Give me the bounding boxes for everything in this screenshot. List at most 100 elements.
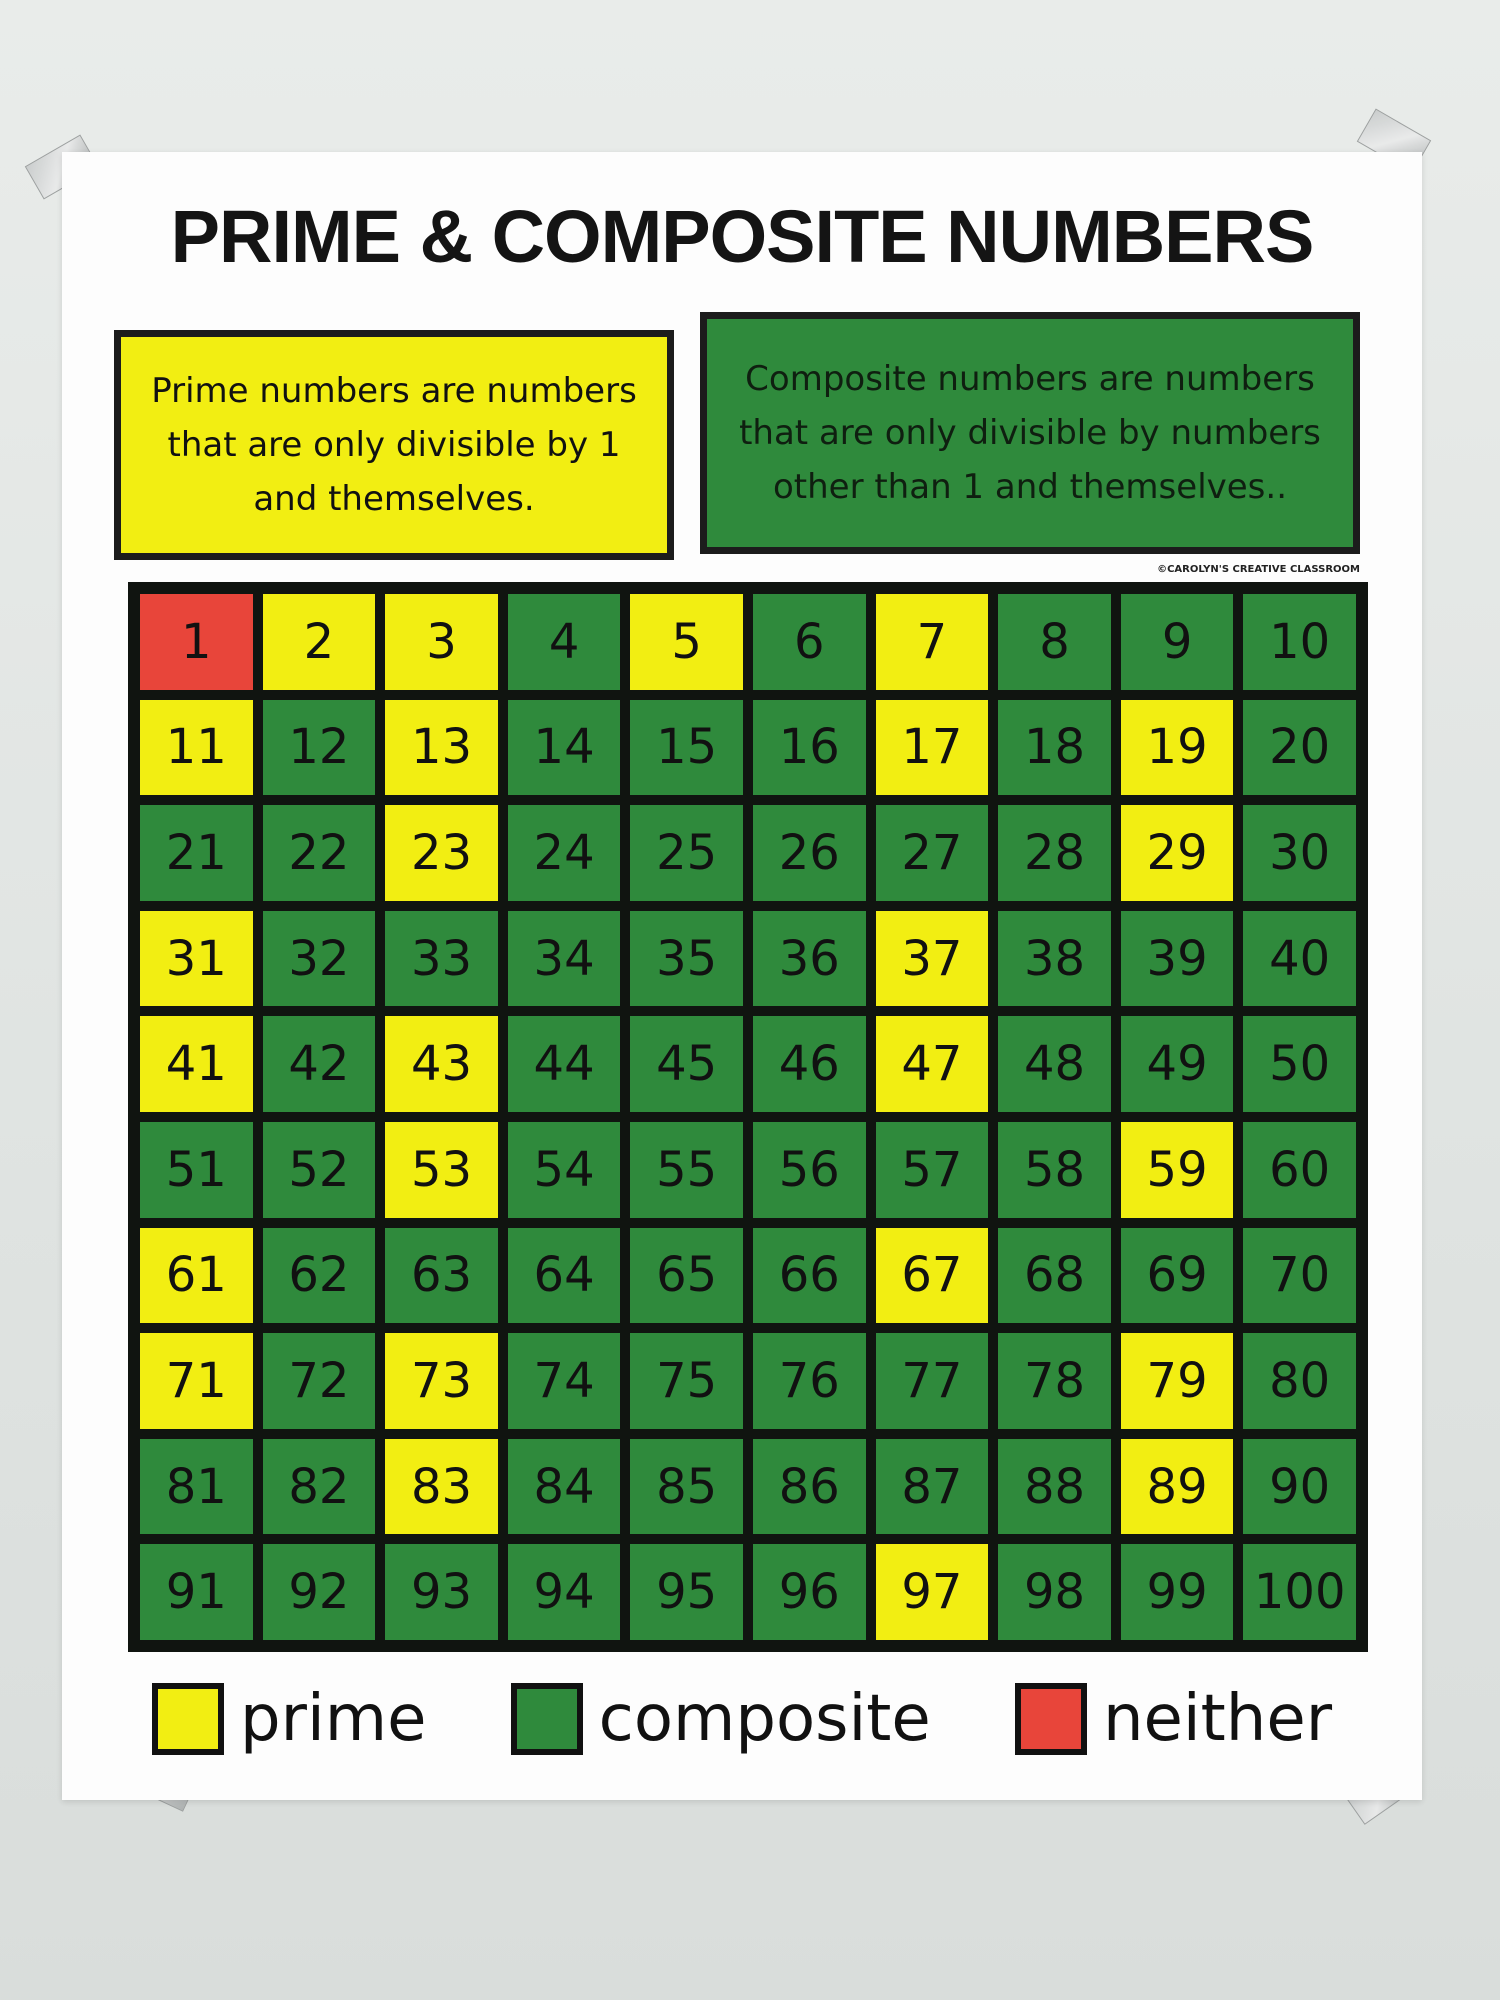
number-cell-composite: 25 [630,805,743,901]
number-cell-composite: 49 [1120,1016,1234,1112]
number-cell-composite: 52 [262,1121,376,1218]
number-cell-composite: 8 [998,594,1111,690]
number-cell-prime: 83 [385,1438,498,1535]
number-cell-composite: 10 [1243,594,1356,690]
number-cell-prime: 97 [875,1544,989,1640]
composite-definition-box: Composite numbers are numbers that are o… [700,312,1360,554]
legend-item-neither: neither [1014,1682,1332,1756]
legend-swatch-neither [1014,1683,1087,1755]
number-cell-prime: 19 [1120,699,1234,796]
number-cell-composite: 16 [752,699,866,796]
prime-definition-box: Prime numbers are numbers that are only … [114,330,674,560]
number-cell-composite: 92 [262,1544,376,1640]
number-cell-prime: 61 [140,1227,253,1324]
number-cell-composite: 84 [507,1438,621,1535]
legend: prime composite neither [152,1682,1332,1756]
number-cell-composite: 33 [385,910,498,1007]
number-cell-composite: 18 [998,699,1111,796]
number-cell-prime: 17 [875,699,989,796]
number-cell-prime: 5 [630,594,743,690]
number-cell-composite: 45 [630,1016,743,1112]
number-cell-composite: 26 [752,805,866,901]
number-cell-composite: 15 [630,699,743,796]
number-cell-prime: 71 [140,1333,253,1429]
number-cell-composite: 6 [752,594,866,690]
number-cell-prime: 23 [385,805,498,901]
number-cell-composite: 20 [1243,699,1356,796]
number-cell-composite: 24 [507,805,621,901]
number-cell-prime: 29 [1120,805,1234,901]
number-cell-composite: 39 [1120,910,1234,1007]
number-cell-composite: 85 [630,1438,743,1535]
number-cell-composite: 69 [1120,1227,1234,1324]
number-cell-composite: 30 [1243,805,1356,901]
number-cell-composite: 91 [140,1544,253,1640]
number-cell-composite: 98 [998,1544,1111,1640]
number-cell-composite: 14 [507,699,621,796]
number-cell-composite: 78 [998,1333,1111,1429]
number-cell-composite: 21 [140,805,253,901]
number-cell-composite: 4 [507,594,621,690]
number-cell-composite: 32 [262,910,376,1007]
number-cell-prime: 11 [140,699,253,796]
number-cell-composite: 96 [752,1544,866,1640]
number-cell-composite: 74 [507,1333,621,1429]
number-cell-prime: 53 [385,1121,498,1218]
number-cell-composite: 88 [998,1438,1111,1535]
number-cell-prime: 2 [262,594,376,690]
number-cell-prime: 3 [385,594,498,690]
number-cell-composite: 68 [998,1227,1111,1324]
number-cell-composite: 58 [998,1121,1111,1218]
number-cell-composite: 22 [262,805,376,901]
number-cell-composite: 54 [507,1121,621,1218]
number-cell-composite: 44 [507,1016,621,1112]
number-cell-prime: 37 [875,910,989,1007]
number-cell-composite: 63 [385,1227,498,1324]
number-cell-composite: 100 [1243,1544,1356,1640]
number-cell-composite: 51 [140,1121,253,1218]
number-cell-prime: 67 [875,1227,989,1324]
number-cell-composite: 86 [752,1438,866,1535]
number-cell-composite: 72 [262,1333,376,1429]
number-cell-neither: 1 [140,594,253,690]
number-cell-composite: 12 [262,699,376,796]
legend-label: neither [1102,1682,1332,1756]
number-cell-composite: 62 [262,1227,376,1324]
number-cell-composite: 38 [998,910,1111,1007]
number-cell-composite: 82 [262,1438,376,1535]
poster-title: PRIME & COMPOSITE NUMBERS [170,195,1315,278]
number-cell-composite: 77 [875,1333,989,1429]
number-cell-composite: 70 [1243,1227,1356,1324]
number-cell-prime: 41 [140,1016,253,1112]
poster: PRIME & COMPOSITE NUMBERS Prime numbers … [62,152,1422,1800]
number-cell-composite: 40 [1243,910,1356,1007]
number-cell-prime: 31 [140,910,253,1007]
number-cell-prime: 89 [1120,1438,1234,1535]
legend-label: composite [598,1682,931,1756]
number-cell-composite: 80 [1243,1333,1356,1429]
number-cell-composite: 93 [385,1544,498,1640]
number-cell-composite: 75 [630,1333,743,1429]
number-cell-composite: 90 [1243,1438,1356,1535]
number-cell-composite: 64 [507,1227,621,1324]
number-cell-composite: 56 [752,1121,866,1218]
number-cell-composite: 95 [630,1544,743,1640]
legend-item-composite: composite [510,1682,931,1756]
number-cell-composite: 50 [1243,1016,1356,1112]
number-cell-composite: 81 [140,1438,253,1535]
number-cell-composite: 42 [262,1016,376,1112]
number-cell-prime: 79 [1120,1333,1234,1429]
number-cell-prime: 59 [1120,1121,1234,1218]
legend-swatch-prime [152,1683,224,1755]
number-cell-composite: 34 [507,910,621,1007]
number-cell-composite: 28 [998,805,1111,901]
number-cell-prime: 7 [875,594,989,690]
legend-swatch-composite [510,1683,583,1755]
number-cell-prime: 13 [385,699,498,796]
copyright: ©CAROLYN'S CREATIVE CLASSROOM [1157,564,1360,575]
legend-item-prime: prime [152,1682,426,1756]
legend-label: prime [240,1682,427,1756]
number-cell-composite: 65 [630,1227,743,1324]
number-cell-prime: 73 [385,1333,498,1429]
number-cell-composite: 66 [752,1227,866,1324]
